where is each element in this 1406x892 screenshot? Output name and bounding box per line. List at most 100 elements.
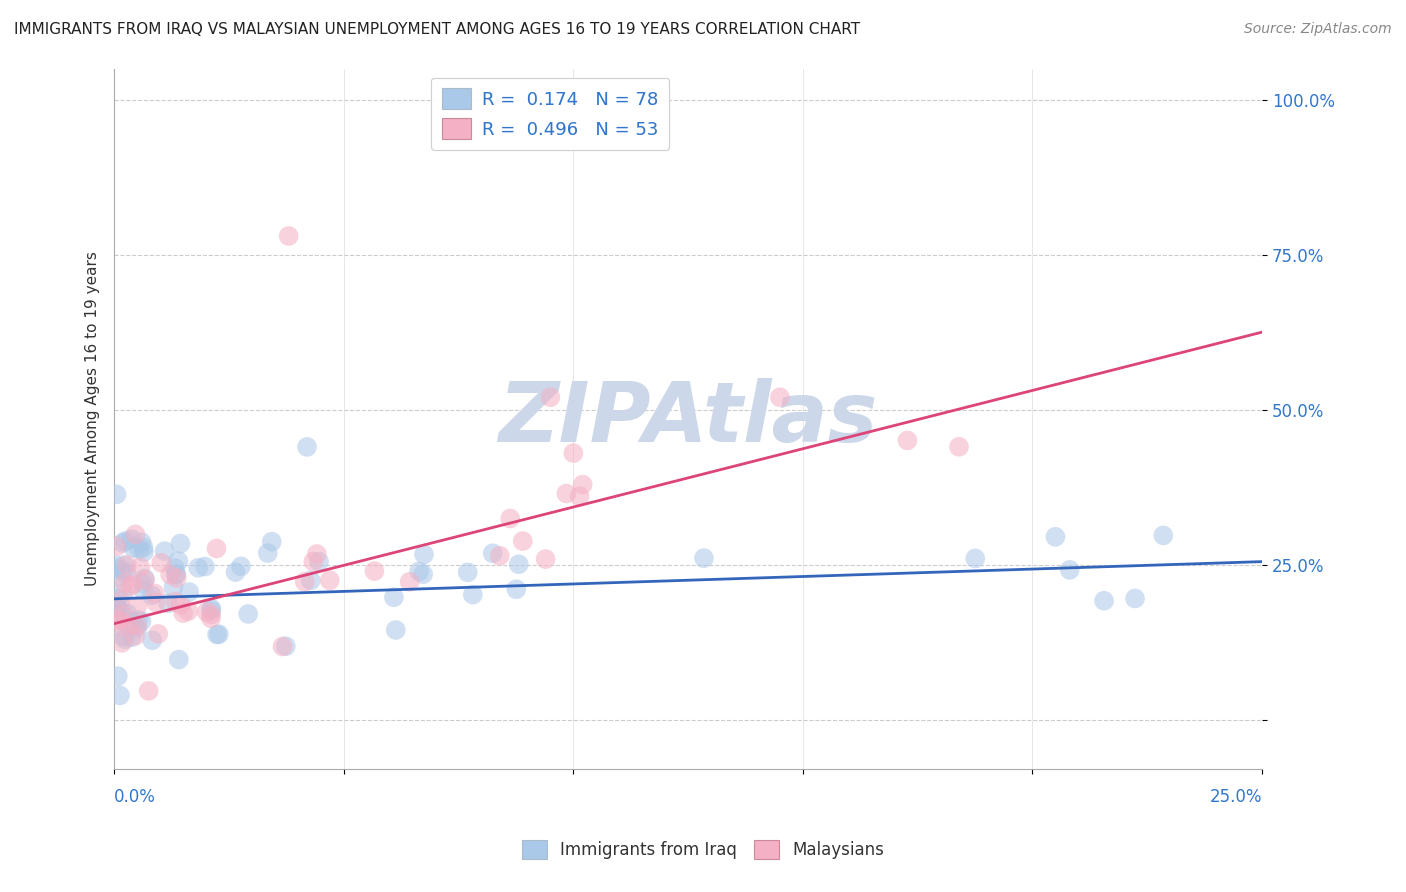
Point <box>111 629 134 643</box>
Point <box>167 652 190 666</box>
Point <box>769 390 792 404</box>
Point <box>187 561 209 575</box>
Point <box>295 440 318 454</box>
Point <box>363 564 385 578</box>
Point <box>165 595 187 609</box>
Point <box>145 595 167 609</box>
Point <box>195 605 218 619</box>
Point <box>299 574 322 588</box>
Point <box>1092 593 1115 607</box>
Point <box>225 565 247 579</box>
Point <box>132 583 155 598</box>
Point <box>141 633 163 648</box>
Point <box>105 487 128 501</box>
Point <box>308 555 330 569</box>
Point <box>110 603 132 617</box>
Point <box>505 582 527 597</box>
Point <box>274 639 297 653</box>
Point <box>112 586 135 600</box>
Text: IMMIGRANTS FROM IRAQ VS MALAYSIAN UNEMPLOYMENT AMONG AGES 16 TO 19 YEARS CORRELA: IMMIGRANTS FROM IRAQ VS MALAYSIAN UNEMPL… <box>14 22 860 37</box>
Point <box>122 541 145 555</box>
Point <box>105 602 128 616</box>
Point <box>167 554 190 568</box>
Point <box>177 604 200 618</box>
Point <box>110 613 132 627</box>
Point <box>121 532 143 546</box>
Point <box>153 544 176 558</box>
Point <box>111 536 134 550</box>
Point <box>129 560 152 574</box>
Point <box>481 546 503 560</box>
Point <box>111 608 134 623</box>
Point <box>1152 528 1174 542</box>
Text: 0.0%: 0.0% <box>114 788 156 806</box>
Point <box>205 541 228 556</box>
Point <box>148 627 170 641</box>
Point <box>111 564 134 578</box>
Point <box>568 489 591 503</box>
Point <box>271 640 294 654</box>
Point <box>114 534 136 549</box>
Point <box>277 229 299 244</box>
Point <box>107 603 129 617</box>
Point <box>172 606 194 620</box>
Point <box>534 552 557 566</box>
Point <box>413 548 436 562</box>
Point <box>398 574 420 589</box>
Point <box>384 623 406 637</box>
Legend: Immigrants from Iraq, Malaysians: Immigrants from Iraq, Malaysians <box>515 833 891 866</box>
Point <box>115 558 138 572</box>
Point <box>127 621 149 635</box>
Point <box>256 546 278 560</box>
Point <box>118 619 141 633</box>
Text: ZIPAtlas: ZIPAtlas <box>498 378 877 459</box>
Point <box>143 586 166 600</box>
Point <box>107 669 129 683</box>
Point <box>169 598 191 612</box>
Point <box>105 570 128 584</box>
Point <box>132 545 155 559</box>
Point <box>260 534 283 549</box>
Point <box>128 542 150 557</box>
Point <box>1059 563 1081 577</box>
Point <box>124 527 146 541</box>
Point <box>157 596 180 610</box>
Point <box>134 573 156 587</box>
Point <box>1045 530 1067 544</box>
Point <box>121 630 143 644</box>
Point <box>121 615 143 629</box>
Point <box>124 629 146 643</box>
Legend: R =  0.174   N = 78, R =  0.496   N = 53: R = 0.174 N = 78, R = 0.496 N = 53 <box>432 78 669 150</box>
Text: Source: ZipAtlas.com: Source: ZipAtlas.com <box>1244 22 1392 37</box>
Point <box>166 571 188 585</box>
Point <box>115 566 138 581</box>
Point <box>488 549 510 563</box>
Point <box>107 591 129 606</box>
Point <box>134 571 156 585</box>
Point <box>412 567 434 582</box>
Point <box>305 547 328 561</box>
Point <box>105 612 128 626</box>
Point <box>127 613 149 627</box>
Point <box>512 534 534 549</box>
Point <box>538 390 561 404</box>
Point <box>229 559 252 574</box>
Point <box>571 477 593 491</box>
Point <box>105 558 128 573</box>
Point <box>562 446 585 460</box>
Point <box>165 567 187 582</box>
Point <box>114 632 136 647</box>
Point <box>382 591 405 605</box>
Point <box>238 607 260 621</box>
Point <box>108 689 131 703</box>
Text: 25.0%: 25.0% <box>1209 788 1263 806</box>
Point <box>1123 591 1146 606</box>
Point <box>105 562 128 576</box>
Point <box>162 580 184 594</box>
Point <box>159 567 181 582</box>
Point <box>114 575 136 590</box>
Point <box>107 618 129 632</box>
Point <box>110 593 132 607</box>
Point <box>179 585 201 599</box>
Point <box>132 576 155 591</box>
